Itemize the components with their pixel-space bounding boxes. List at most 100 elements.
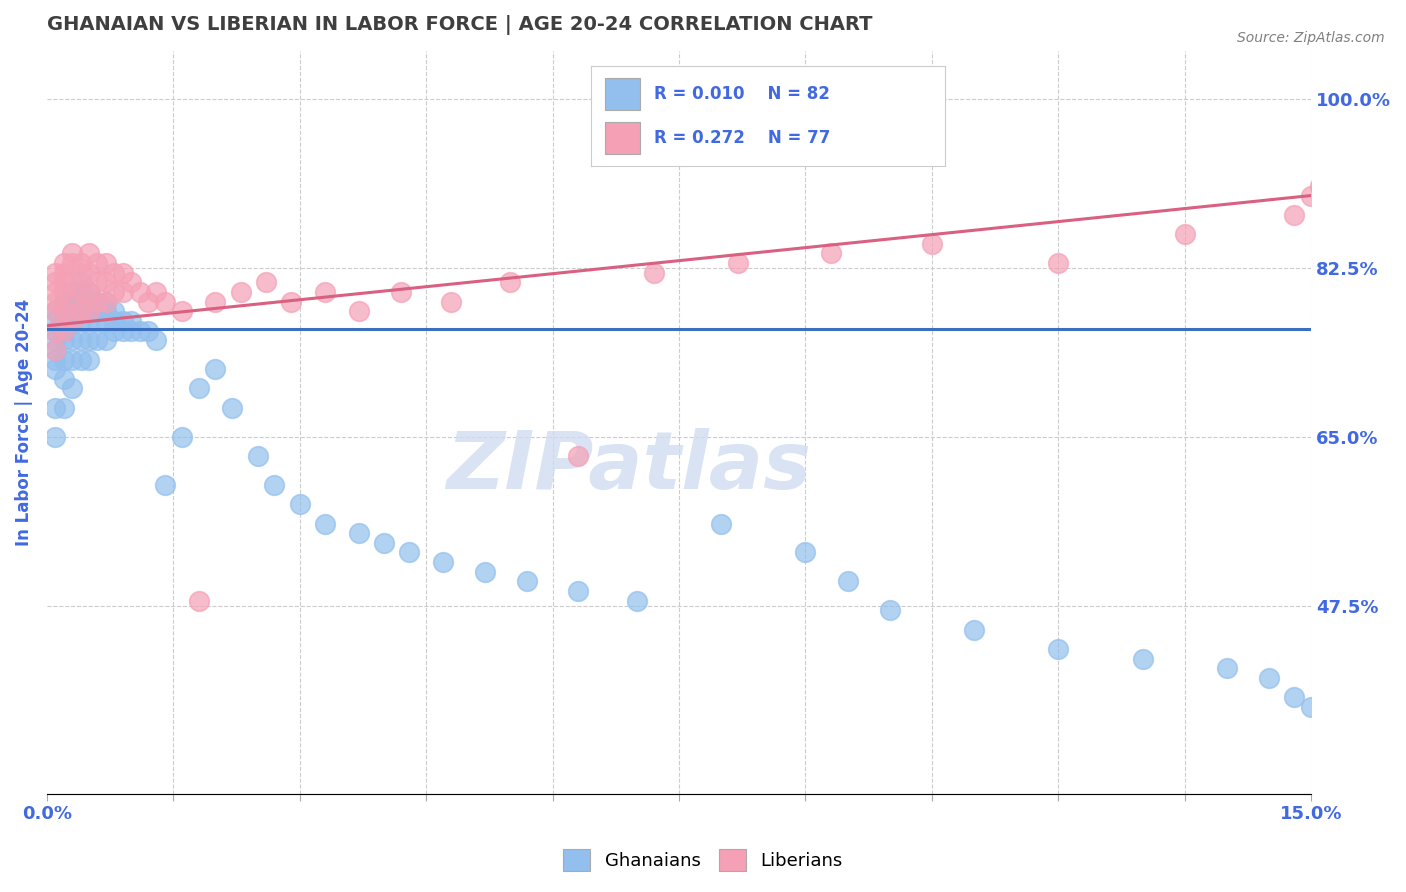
Point <box>69 285 91 299</box>
Point <box>120 314 142 328</box>
Point <box>1334 150 1357 164</box>
Point <box>1343 92 1365 106</box>
Point <box>288 497 311 511</box>
Point <box>69 352 91 367</box>
Point <box>347 526 370 541</box>
Point <box>60 285 83 299</box>
Point <box>52 276 75 290</box>
Point <box>1301 699 1323 714</box>
Point <box>1343 92 1365 106</box>
Point <box>77 266 100 280</box>
Point <box>187 382 209 396</box>
Y-axis label: In Labor Force | Age 20-24: In Labor Force | Age 20-24 <box>15 299 32 546</box>
Point <box>347 304 370 318</box>
Point <box>60 304 83 318</box>
Point <box>52 266 75 280</box>
Point <box>314 516 336 531</box>
Point <box>246 449 269 463</box>
Point <box>44 266 66 280</box>
Point <box>94 333 117 347</box>
Point <box>1343 92 1365 106</box>
Point <box>111 314 134 328</box>
Point <box>52 324 75 338</box>
Point <box>44 333 66 347</box>
Point <box>1343 92 1365 106</box>
Point <box>710 516 733 531</box>
Point <box>69 256 91 270</box>
Point <box>44 352 66 367</box>
Point <box>280 294 302 309</box>
Point <box>44 304 66 318</box>
Point <box>820 246 842 260</box>
Point <box>52 333 75 347</box>
Point <box>170 430 193 444</box>
Point <box>77 285 100 299</box>
Point <box>77 294 100 309</box>
Point <box>52 304 75 318</box>
Point <box>60 352 83 367</box>
Point <box>69 304 91 318</box>
Point <box>567 584 589 599</box>
Point <box>44 430 66 444</box>
Point <box>69 304 91 318</box>
Point <box>44 276 66 290</box>
Point <box>145 333 167 347</box>
Point <box>120 276 142 290</box>
Point <box>86 294 108 309</box>
Point <box>187 593 209 607</box>
Point <box>52 352 75 367</box>
Point <box>86 304 108 318</box>
Point <box>94 294 117 309</box>
Point <box>44 294 66 309</box>
Point <box>314 285 336 299</box>
Point <box>111 266 134 280</box>
Point <box>52 294 75 309</box>
Point <box>60 294 83 309</box>
Point <box>77 333 100 347</box>
Point <box>44 314 66 328</box>
Point <box>52 256 75 270</box>
Point <box>44 324 66 338</box>
Point <box>1343 92 1365 106</box>
Point <box>86 294 108 309</box>
Point <box>1317 169 1340 184</box>
Point <box>204 294 226 309</box>
Point <box>52 304 75 318</box>
Text: Source: ZipAtlas.com: Source: ZipAtlas.com <box>1237 31 1385 45</box>
Point <box>1343 140 1365 154</box>
Point <box>1174 227 1197 241</box>
Point <box>52 324 75 338</box>
Point <box>69 285 91 299</box>
Point <box>60 276 83 290</box>
Point <box>60 382 83 396</box>
Point <box>153 294 176 309</box>
Point <box>794 545 817 559</box>
Point <box>1258 671 1281 685</box>
Point <box>44 362 66 376</box>
Point <box>52 285 75 299</box>
Point <box>1343 130 1365 145</box>
Point <box>44 343 66 357</box>
Point <box>170 304 193 318</box>
Point <box>432 555 454 569</box>
Point <box>1343 92 1365 106</box>
Point <box>52 372 75 386</box>
Point <box>60 314 83 328</box>
Point <box>69 266 91 280</box>
Point <box>229 285 252 299</box>
Point <box>921 236 943 251</box>
Point <box>60 256 83 270</box>
Point <box>60 294 83 309</box>
Point <box>60 246 83 260</box>
Point <box>1284 690 1306 705</box>
Point <box>86 314 108 328</box>
Point <box>60 314 83 328</box>
Point <box>103 324 125 338</box>
Point <box>643 266 665 280</box>
Point <box>1309 178 1331 193</box>
Point <box>1301 188 1323 202</box>
Point <box>103 304 125 318</box>
Point <box>86 256 108 270</box>
Point <box>69 314 91 328</box>
Point <box>94 294 117 309</box>
